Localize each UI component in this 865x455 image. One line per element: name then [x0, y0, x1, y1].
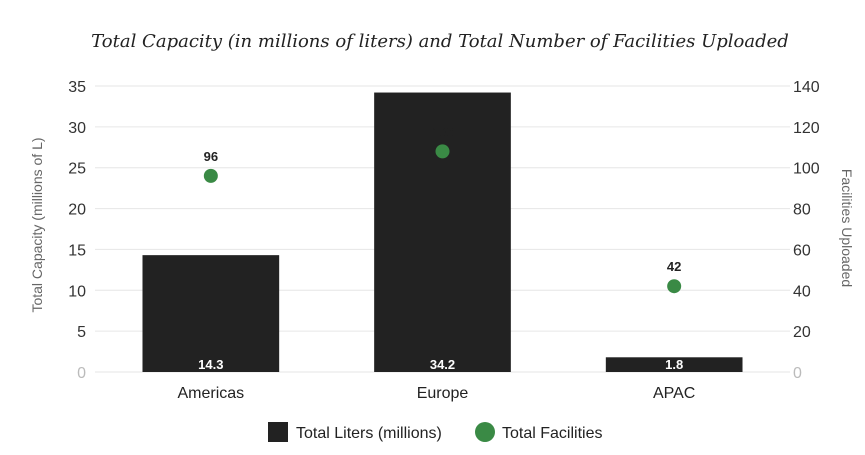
y-left-tick-label: 0 [77, 365, 86, 382]
point-value-label: 108 [432, 124, 454, 139]
y-right-tick-label: 60 [793, 242, 811, 259]
y-left-tick-label: 15 [68, 242, 86, 259]
x-category-label: Europe [417, 385, 469, 402]
legend-bar-label[interactable]: Total Liters (millions) [296, 425, 442, 442]
chart-title: Total Capacity (in millions of liters) a… [91, 31, 789, 52]
legend-point-label[interactable]: Total Facilities [502, 425, 602, 442]
y-left-tick-label: 30 [68, 120, 86, 137]
y-left-tick-label: 25 [68, 161, 86, 178]
y-right-tick-label: 20 [793, 324, 811, 341]
point-value-label: 96 [204, 149, 218, 164]
bar-value-label: 14.3 [198, 357, 223, 372]
y-left-axis-label: Total Capacity (millions of L) [29, 137, 45, 312]
y-left-tick-label: 5 [77, 324, 86, 341]
y-right-tick-label: 80 [793, 202, 811, 219]
legend: Total Liters (millions) Total Facilities [268, 422, 602, 442]
y-right-tick-label: 0 [793, 365, 802, 382]
bar[interactable] [374, 92, 511, 372]
point-value-label: 42 [667, 259, 681, 274]
bar-value-label: 34.2 [430, 357, 455, 372]
legend-point-swatch [475, 422, 495, 442]
y-left-tick-label: 10 [68, 283, 86, 300]
legend-bar-swatch [268, 422, 288, 442]
y-right-tick-label: 100 [793, 161, 820, 178]
points: 96 108 42 [203, 124, 682, 294]
facility-point[interactable] [435, 144, 450, 159]
x-category-label: Americas [177, 385, 244, 402]
bar[interactable] [605, 357, 743, 372]
y-left-tick-label: 20 [68, 202, 86, 219]
category-labels: Americas Europe APAC [177, 385, 695, 402]
bar[interactable] [142, 255, 280, 372]
bar-value-label: 1.8 [665, 357, 683, 372]
facility-point[interactable] [203, 168, 218, 183]
x-category-label: APAC [653, 385, 695, 402]
y-right-tick-label: 120 [793, 120, 820, 137]
axis-ticks: 0 5 10 15 20 25 30 35 0 20 40 60 80 100 120 140 [68, 79, 820, 382]
facility-point[interactable] [667, 279, 682, 294]
y-right-tick-label: 140 [793, 79, 820, 96]
y-right-tick-label: 40 [793, 283, 811, 300]
bars: 14.3 34.2 1.8 [142, 92, 743, 372]
y-left-tick-label: 35 [68, 79, 86, 96]
y-right-axis-label: Facilities Uploaded [839, 169, 855, 287]
